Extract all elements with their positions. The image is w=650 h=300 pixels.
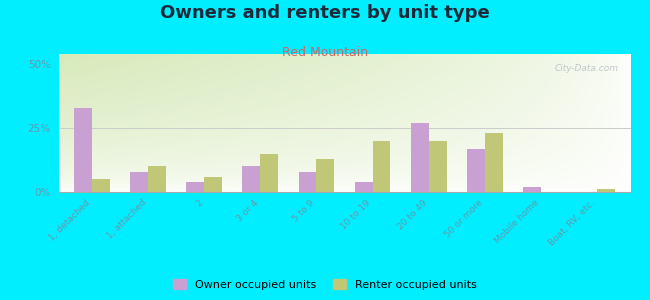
Bar: [242, 167, 261, 192]
Bar: [597, 189, 615, 192]
Bar: [317, 159, 334, 192]
Bar: [428, 141, 447, 192]
Bar: [261, 154, 278, 192]
Bar: [411, 123, 428, 192]
Bar: [355, 182, 372, 192]
Text: Owners and renters by unit type: Owners and renters by unit type: [160, 4, 490, 22]
Legend: Owner occupied units, Renter occupied units: Owner occupied units, Renter occupied un…: [168, 275, 482, 294]
Text: Red Mountain: Red Mountain: [282, 46, 368, 59]
Text: City-Data.com: City-Data.com: [555, 64, 619, 73]
Bar: [467, 148, 485, 192]
Bar: [485, 133, 502, 192]
Bar: [92, 179, 110, 192]
Bar: [74, 108, 92, 192]
Bar: [187, 182, 204, 192]
Bar: [372, 141, 391, 192]
Bar: [130, 172, 148, 192]
Bar: [298, 172, 317, 192]
Bar: [148, 167, 166, 192]
Bar: [523, 187, 541, 192]
Bar: [204, 177, 222, 192]
